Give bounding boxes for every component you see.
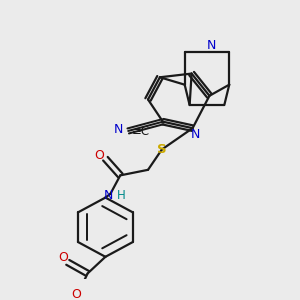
Text: N: N [104,189,113,202]
Text: O: O [94,148,104,161]
Text: O: O [58,251,68,264]
Text: S: S [157,143,167,156]
Text: O: O [72,288,82,300]
Text: N: N [191,128,200,141]
Text: N: N [207,39,216,52]
Text: H: H [117,189,126,202]
Text: ≡C: ≡C [132,125,150,138]
Text: N: N [114,123,123,136]
